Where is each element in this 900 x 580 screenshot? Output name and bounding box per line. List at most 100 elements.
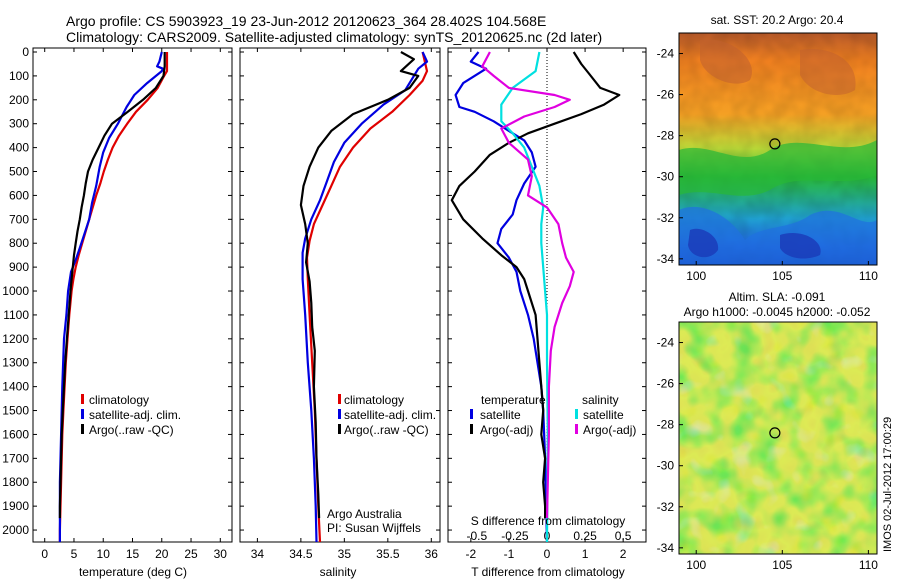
x-tick-label: 25 [184,547,198,561]
salinity-panel-frame [239,47,441,543]
sla-map-frame [678,321,878,555]
temperature-panel-frame [32,47,233,543]
legend-swatch-sal-satellite [575,409,578,419]
legend-label-satellite: satellite-adj. clim. [89,408,181,422]
y-tick-label: 400 [9,141,29,155]
y-tick-label: -28 [657,129,675,143]
x-tick-label: 20 [155,547,169,561]
x-tick-label: 110 [859,269,878,283]
timestamp-stamp: IMOS 02-Jul-2012 17:00:29 [882,417,894,552]
x-tick-label: 15 [126,547,140,561]
salinity-legend: climatology satellite-adj. clim. Argo(..… [338,393,436,437]
sla-map [679,322,877,554]
legend-swatch-climatology [338,394,341,404]
timestamp-text: IMOS 02-Jul-2012 17:00:29 [882,417,894,552]
legend-label-temp-argo: Argo(-adj) [480,423,533,437]
t-difference-axis-label: T difference from climatology [471,565,625,579]
x-tick-label: 105 [772,269,792,283]
y-tick-label: -30 [657,170,675,184]
top-x-tick-label: -0.25 [501,529,529,543]
legend-swatch-satellite [338,409,341,419]
y-tick-label: 1000 [2,284,29,298]
argo-location-marker [769,138,781,150]
profile-plots: 0100200300400500600700800900100011001200… [2,45,646,561]
y-tick-label: 0 [22,45,29,59]
y-tick-label: -28 [657,418,675,432]
y-tick-label: 2000 [2,523,29,537]
panel-salinity: 34 34.5 35 35.5 36 [240,48,440,561]
y-tick-label: -34 [657,541,675,555]
legend-swatch-sal-argo [575,424,578,434]
x-tick-label: 110 [859,558,878,572]
sst-map-frame [678,32,878,266]
x-tick-label: 35.5 [376,547,400,561]
series-line-temperature-satellite [454,51,549,543]
y-tick-label: -24 [657,47,675,61]
x-tick-label: -2 [466,547,477,561]
legend-swatch-satellite [81,409,84,419]
y-tick-label: 300 [9,117,29,131]
top-x-tick-label: -0.5 [467,529,488,543]
legend-label-climatology: climatology [89,393,149,407]
credit-line-2: PI: Susan Wijffels [327,521,421,535]
x-tick-label: 2 [620,547,627,561]
y-tick-label: 1400 [2,380,29,394]
series-line-satellite-adj-clim- [301,51,429,543]
y-tick-label: -30 [657,459,675,473]
y-tick-label: -26 [657,377,675,391]
legend-swatch-argo [338,424,341,434]
x-tick-label: 0 [544,547,551,561]
series-line-argo-raw-qc- [299,51,420,519]
credit-line-1: Argo Australia [327,507,402,521]
y-tick-label: 900 [9,260,29,274]
series-line-salinity-satellite [500,51,549,543]
top-x-tick-label: 0.25 [573,529,597,543]
y-tick-label: 1900 [2,499,29,513]
x-tick-label: 100 [686,269,706,283]
sla-map-axes: 100 105 110 -24 -26 -28 -30 -32 -34 [657,336,879,572]
y-tick-label: -34 [657,252,675,266]
x-tick-label: 105 [772,558,792,572]
x-tick-label: -1 [504,547,515,561]
sla-map-title: Altim. SLA: -0.091 [729,290,826,304]
top-x-tick-label: 0.5 [615,529,632,543]
panel-difference: -2 -1 0 1 2-0.5 -0.25 0 0.25 0.5 [448,48,646,561]
series-line-temperature-argo-adj- [450,51,621,519]
legend-swatch-argo [81,424,84,434]
x-tick-label: 10 [97,547,111,561]
y-tick-label: 1800 [2,475,29,489]
salinity-axis-label: salinity [320,565,357,579]
legend-title-temperature: temperature [481,393,546,407]
y-tick-label: 200 [9,93,29,107]
difference-legend: temperature satellite Argo(-adj) salinit… [470,393,636,437]
panel-temperature: 0100200300400500600700800900100011001200… [2,45,232,561]
series-line-climatology [305,51,429,543]
legend-swatch-temp-argo [470,424,473,434]
sst-map [679,33,877,265]
y-tick-label: 1300 [2,356,29,370]
sla-map-subtitle: Argo h1000: -0.0045 h2000: -0.052 [684,305,871,319]
temperature-legend: climatology satellite-adj. clim. Argo(..… [81,393,181,437]
y-tick-label: 500 [9,165,29,179]
legend-label-temp-satellite: satellite [480,408,521,422]
y-tick-label: 800 [9,236,29,250]
legend-label-satellite: satellite-adj. clim. [344,408,436,422]
y-tick-label: 1100 [3,308,29,322]
y-tick-label: -32 [657,500,675,514]
y-tick-label: -26 [657,88,675,102]
legend-swatch-temp-satellite [470,409,473,419]
y-tick-label: -32 [657,211,675,225]
series-line-salinity-argo-adj- [481,51,575,519]
x-tick-label: 100 [686,558,706,572]
x-tick-label: 36 [425,547,439,561]
x-tick-label: 30 [214,547,228,561]
sst-map-title: sat. SST: 20.2 Argo: 20.4 [711,13,844,27]
y-tick-label: 1600 [2,427,29,441]
legend-label-sal-satellite: satellite [583,408,624,422]
legend-label-argo: Argo(..raw -QC) [344,423,429,437]
y-tick-label: 100 [9,69,29,83]
x-tick-label: 34.5 [289,547,313,561]
series-line-satellite-adj-clim- [58,51,164,542]
legend-label-argo: Argo(..raw -QC) [89,423,174,437]
